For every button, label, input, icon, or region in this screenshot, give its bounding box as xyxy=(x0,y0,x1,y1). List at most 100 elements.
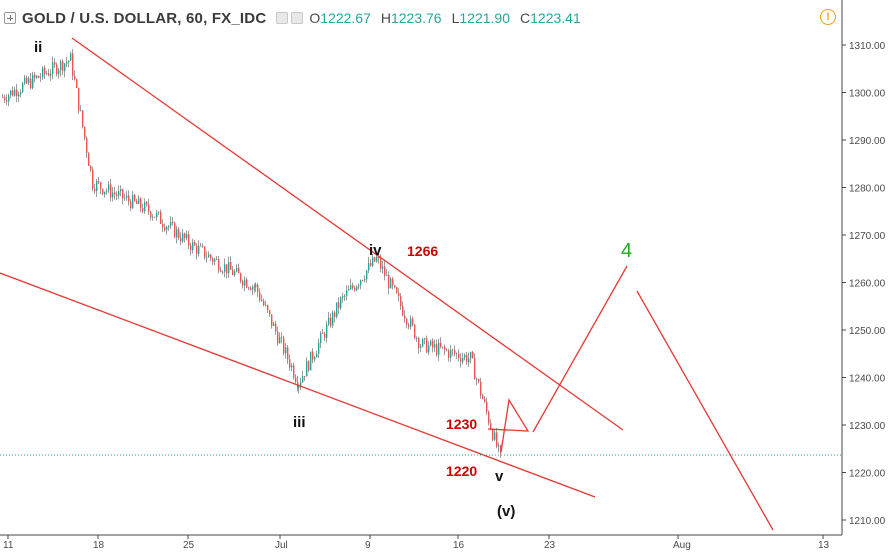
candle-body xyxy=(138,198,140,204)
candle-body xyxy=(440,342,442,348)
candle-body xyxy=(46,73,48,75)
candle-body xyxy=(190,245,192,251)
candle-body xyxy=(26,77,28,84)
projection-path[interactable] xyxy=(487,398,530,453)
candle-body xyxy=(180,237,182,242)
candle-body xyxy=(444,346,446,350)
candle-body xyxy=(432,340,434,348)
candle-body xyxy=(434,344,436,348)
level-label-1220: 1220 xyxy=(446,463,477,479)
candle-body xyxy=(406,318,408,325)
projection-down-line[interactable] xyxy=(636,290,774,531)
candle-body xyxy=(322,333,324,334)
candle-body xyxy=(398,293,400,297)
candle-body xyxy=(108,184,110,191)
candle-body xyxy=(277,331,279,344)
candle-body xyxy=(422,339,424,347)
candle-body xyxy=(112,192,114,198)
candle-body xyxy=(273,323,275,326)
candle-body xyxy=(118,191,120,196)
candle-body xyxy=(106,190,108,192)
projection-up-line[interactable] xyxy=(532,265,628,433)
candle-body xyxy=(324,333,326,338)
candle-body xyxy=(196,245,198,254)
time-tick-label: 11 xyxy=(3,540,14,551)
price-tick-label: 1290.00 xyxy=(849,136,886,147)
candle-body xyxy=(132,194,134,209)
candle-body xyxy=(176,229,178,238)
candle-body xyxy=(334,312,336,317)
candle-body xyxy=(10,90,12,96)
candle-body xyxy=(174,222,176,238)
candle-body xyxy=(96,181,98,192)
candle-body xyxy=(248,287,250,289)
candle-body xyxy=(466,354,468,363)
time-axis[interactable]: 11 18 25 Jul 9 16 23 Aug 13 xyxy=(3,535,830,551)
candle-body xyxy=(116,194,118,196)
candle-body xyxy=(246,279,248,288)
gear-icon[interactable] xyxy=(291,12,304,24)
candle-body xyxy=(160,211,162,224)
candle-body xyxy=(90,165,92,170)
candle-body xyxy=(56,64,58,75)
candle-body xyxy=(472,351,474,359)
candle-body xyxy=(14,89,16,96)
symbol-title[interactable]: GOLD / U.S. DOLLAR, 60, FX_IDC xyxy=(22,9,267,27)
candle-body xyxy=(500,445,502,454)
upper-trendline[interactable] xyxy=(71,37,624,431)
candle-body xyxy=(188,234,190,246)
time-tick-label: 25 xyxy=(183,540,195,551)
candle-body xyxy=(408,324,410,327)
candle-body xyxy=(428,345,430,353)
candle-body xyxy=(498,445,500,447)
candle-body xyxy=(192,242,194,251)
candle-body xyxy=(126,195,128,198)
high-value: H1223.76 xyxy=(380,10,442,26)
candle-body xyxy=(289,359,291,368)
wave-label-v: v xyxy=(495,468,504,485)
eye-icon[interactable] xyxy=(276,12,289,24)
candle-body xyxy=(267,305,269,311)
candle-body xyxy=(442,346,444,348)
candle-body xyxy=(480,381,482,396)
candle-body xyxy=(110,184,112,198)
candle-body xyxy=(36,75,38,78)
candle-body xyxy=(462,357,464,362)
candle-body xyxy=(412,318,414,325)
candle-body xyxy=(263,301,265,305)
candle-body xyxy=(234,271,236,276)
candle-body xyxy=(298,386,300,388)
candle-body xyxy=(172,221,174,223)
candle-body xyxy=(312,351,314,360)
price-axis[interactable]: 1310.00 1300.00 1290.00 1280.00 1270.00 1260.… xyxy=(842,41,886,527)
candle-body xyxy=(244,279,246,286)
candle-body xyxy=(378,256,380,259)
candle-body xyxy=(410,318,412,327)
candle-body xyxy=(30,78,32,88)
lower-trendline[interactable] xyxy=(0,272,596,498)
candle-body xyxy=(318,342,320,354)
candle-body xyxy=(255,284,257,288)
candle-body xyxy=(291,365,293,368)
candle-body xyxy=(364,279,366,281)
candle-body xyxy=(226,264,228,274)
candle-body xyxy=(166,226,168,231)
candle-body xyxy=(92,169,94,189)
candle-body xyxy=(34,74,36,78)
candle-body xyxy=(358,285,360,287)
candle-body xyxy=(164,226,166,231)
candle-body xyxy=(320,333,322,343)
candle-body xyxy=(168,226,170,228)
candle-body xyxy=(48,73,50,76)
candle-body xyxy=(438,342,440,355)
candle-body xyxy=(120,189,122,192)
candle-body xyxy=(102,188,104,195)
exclamation-circle-icon[interactable]: ! xyxy=(820,9,836,25)
plus-box-icon[interactable] xyxy=(4,12,16,24)
candle-body xyxy=(224,264,226,272)
candle-body xyxy=(404,315,406,319)
candle-body xyxy=(310,351,312,371)
candle-body xyxy=(484,399,486,402)
